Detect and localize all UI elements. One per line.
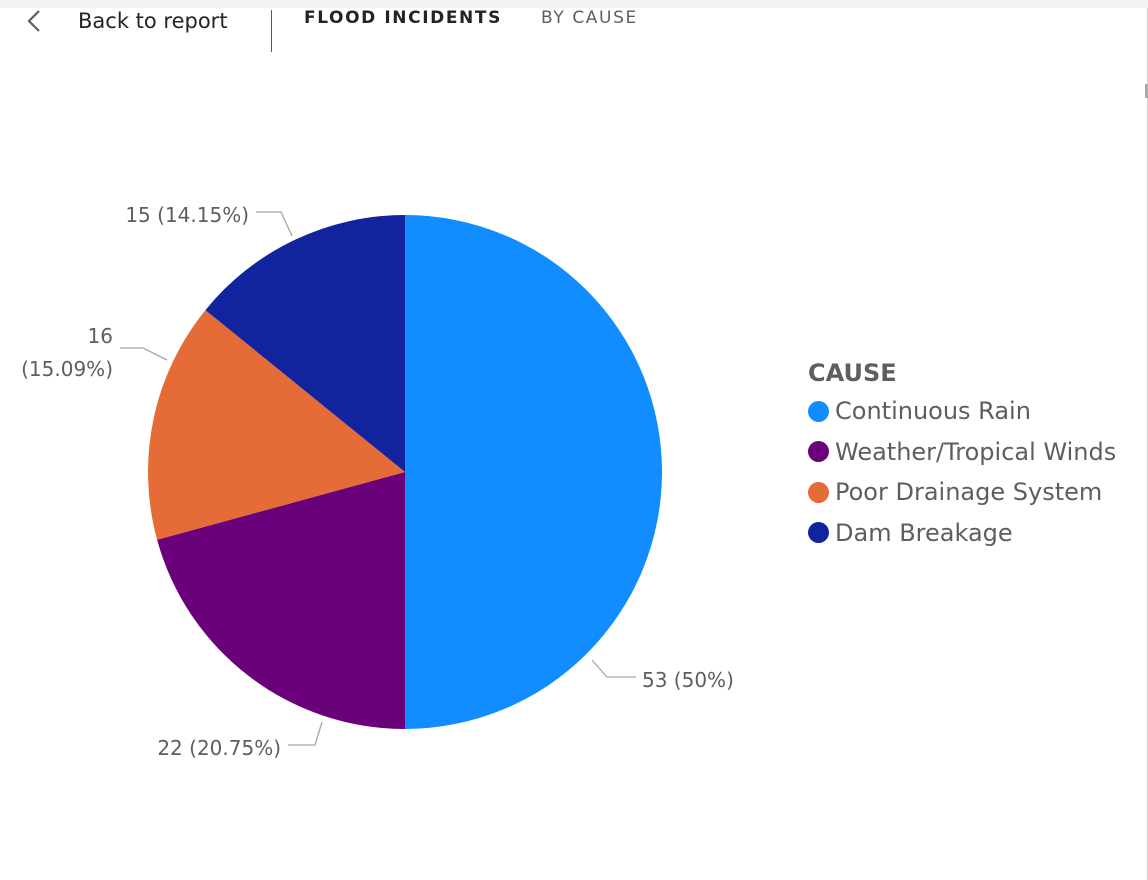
leader-line — [120, 347, 168, 361]
pie-slice-continuous-rain[interactable] — [405, 215, 662, 729]
top-strip — [0, 0, 1148, 8]
legend-label: Continuous Rain — [835, 397, 1031, 426]
pie-slices — [147, 215, 662, 729]
chevron-left-icon — [26, 8, 42, 34]
data-label: 53 (50%) — [642, 668, 734, 692]
legend-marker — [808, 481, 829, 503]
pie-slice-dam-breakage[interactable] — [205, 215, 405, 472]
legend-marker — [808, 522, 829, 544]
legend-item-poor-drainage-system[interactable]: Poor Drainage System — [808, 467, 1116, 518]
header-divider — [271, 10, 272, 52]
legend-item-continuous-rain[interactable]: Continuous Rain — [808, 386, 1116, 437]
data-label: 15 (14.15%) — [125, 203, 249, 227]
data-label: 16 (15.09%) — [21, 324, 113, 381]
legend-label: Poor Drainage System — [835, 478, 1103, 507]
breadcrumb-flood-incidents: FLOOD INCIDENTS — [304, 8, 502, 28]
leader-line — [256, 211, 293, 237]
legend-label: Dam Breakage — [835, 518, 1013, 547]
legend-label: Weather/Tropical Winds — [835, 437, 1117, 466]
legend-item-dam-breakage[interactable]: Dam Breakage — [808, 508, 1116, 559]
back-to-report-button[interactable]: Back to report — [26, 4, 228, 38]
pie-data-labels: 53 (50%) 22 (20.75%) 16 (15.09%) 15 (14.15%) — [21, 203, 734, 760]
breadcrumb-by-cause: BY CAUSE — [541, 8, 638, 28]
back-to-report-label: Back to report — [78, 9, 228, 33]
pie-slice-poor-drainage-system[interactable] — [147, 310, 405, 540]
legend-title: CAUSE — [808, 359, 897, 387]
scrollbar-tick — [1145, 84, 1148, 98]
legend: CAUSE Continuous Rain Weather/Tropical W… — [808, 358, 1116, 558]
leader-line — [591, 659, 636, 678]
legend-marker — [808, 441, 829, 463]
legend-marker — [808, 400, 829, 422]
legend-item-weather-tropical-winds[interactable]: Weather/Tropical Winds — [808, 427, 1116, 478]
data-label: 22 (20.75%) — [157, 736, 281, 760]
leader-line — [288, 721, 323, 746]
pie-slice-weather-tropical-winds[interactable] — [157, 472, 405, 729]
